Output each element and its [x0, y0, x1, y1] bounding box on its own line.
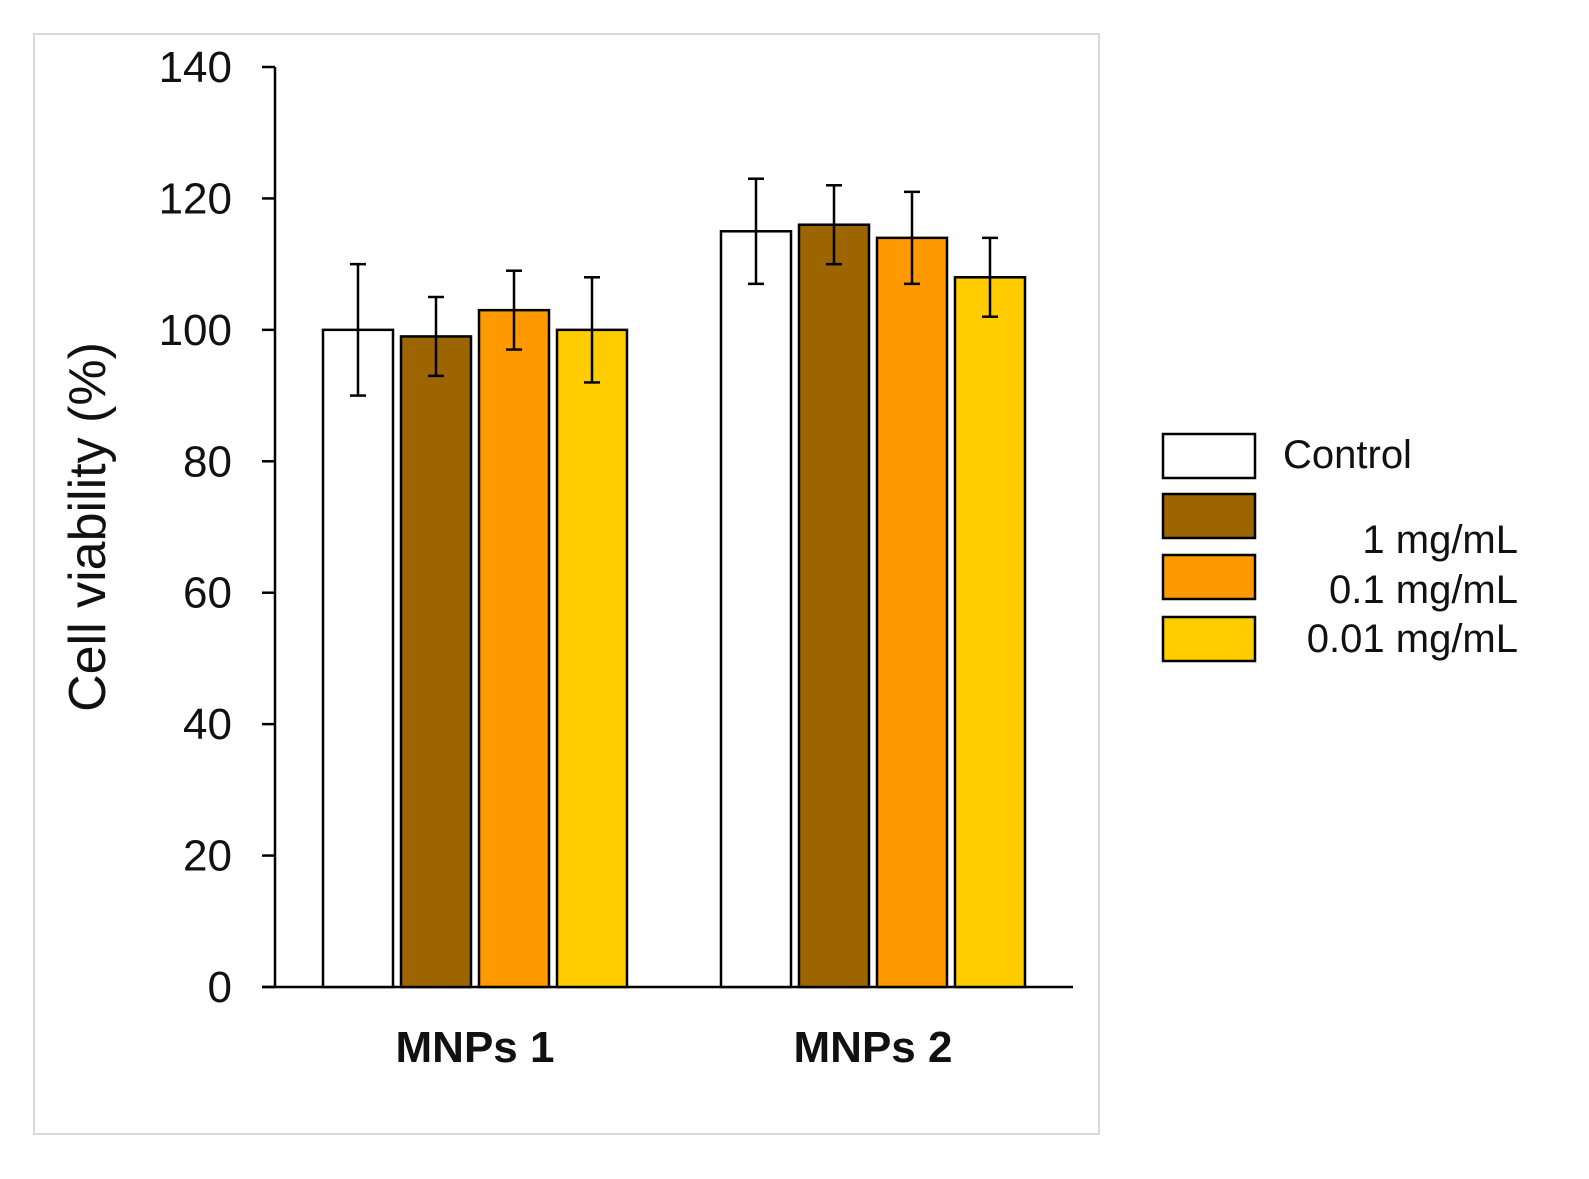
bar-0-1 [399, 335, 473, 989]
y-axis-label: Cell viability (%) [59, 342, 117, 712]
bar-0-2 [477, 308, 551, 989]
bar-1-3 [953, 276, 1027, 989]
legend-label: Control [1283, 433, 1412, 477]
y-tick-label: 100 [159, 306, 232, 355]
legend-label: 1 mg/mL [1362, 518, 1518, 562]
legend-swatch [1161, 615, 1257, 663]
legend-swatch [1161, 553, 1257, 601]
bar-0-0 [321, 328, 395, 989]
legend-label: 0.01 mg/mL [1307, 617, 1518, 661]
y-tick-label: 0 [208, 963, 232, 1012]
y-tick-label: 60 [183, 569, 232, 618]
y-tick-label: 120 [159, 174, 232, 223]
bar-1-0 [719, 230, 793, 989]
bar-1-2 [875, 236, 949, 989]
bar-1-1 [797, 223, 871, 989]
legend-label: 0.1 mg/mL [1329, 568, 1518, 612]
bar-0-3 [555, 328, 629, 989]
y-tick-label: 80 [183, 437, 232, 486]
x-tick-label: MNPs 2 [794, 1023, 953, 1072]
y-tick-label: 140 [159, 43, 232, 92]
legend-swatch [1161, 432, 1257, 480]
legend-swatch [1161, 492, 1257, 540]
y-tick-label: 20 [183, 832, 232, 881]
x-tick-label: MNPs 1 [396, 1023, 555, 1072]
y-tick-label: 40 [183, 700, 232, 749]
